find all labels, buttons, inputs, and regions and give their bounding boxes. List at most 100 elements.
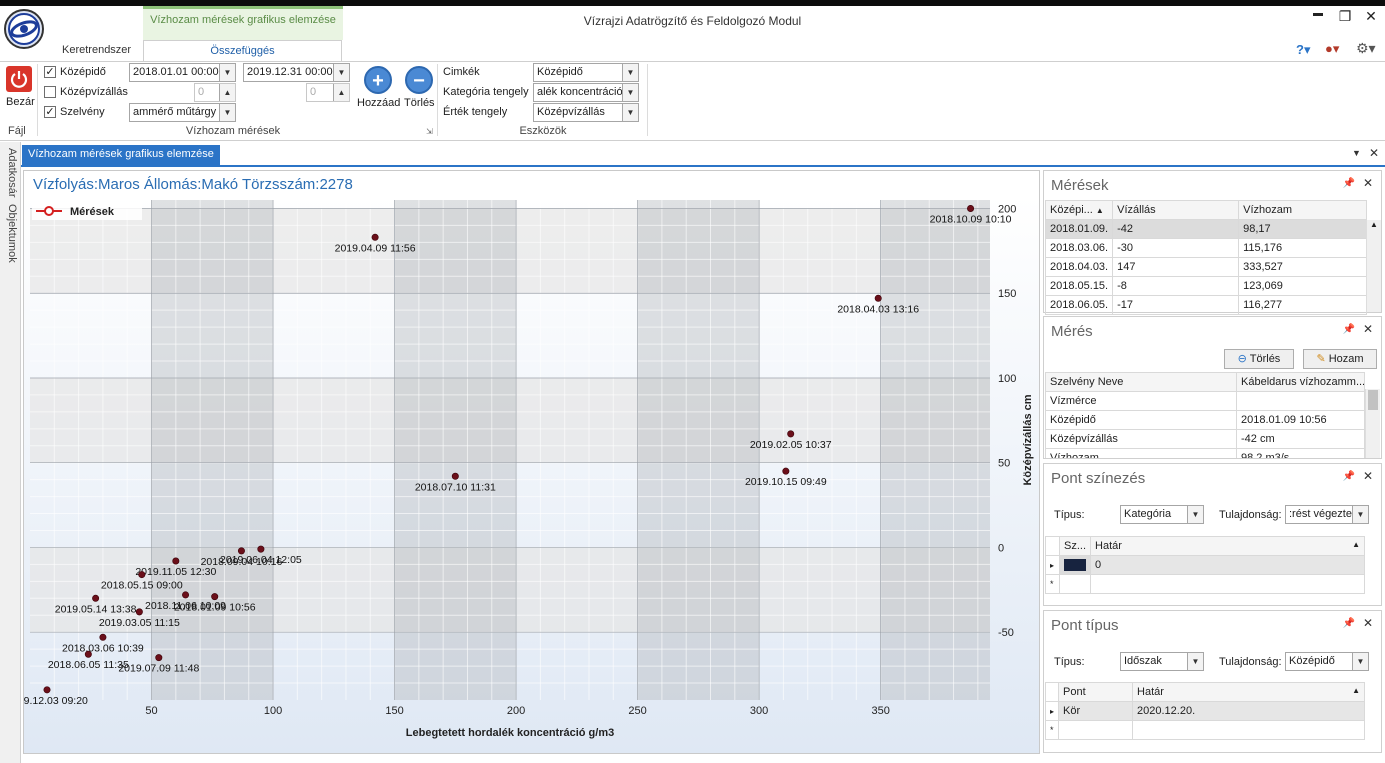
table-row[interactable]: 2018.05.15. -8 123,069: [1044, 276, 1367, 296]
chevron-down-icon[interactable]: ▼: [1352, 653, 1368, 670]
stepper-icon[interactable]: ▲: [333, 84, 349, 101]
kozepido-from-picker[interactable]: 2018.01.01 00:00 ▼: [129, 63, 236, 82]
table-row[interactable]: 2018.03.06. -30 115,176: [1044, 238, 1367, 258]
table-row[interactable]: *: [1045, 574, 1365, 594]
data-point[interactable]: [99, 633, 107, 641]
kozepido-to-picker[interactable]: 2019.12.31 00:00 ▼: [243, 63, 350, 82]
table-row[interactable]: 2018.04.03. 147 333,527: [1044, 257, 1367, 277]
table-row[interactable]: ▸ Kör 2020.12.20.: [1044, 701, 1365, 721]
pin-icon[interactable]: 📌: [1342, 324, 1355, 335]
column-header-kozepido[interactable]: Középi... ▲: [1044, 200, 1114, 220]
kategoria-select[interactable]: alék koncentráció ▼: [533, 83, 639, 102]
column-header-pont[interactable]: Pont: [1058, 682, 1134, 702]
table-row[interactable]: Vízhozam 98,2 m3/s: [1045, 448, 1365, 458]
data-point[interactable]: [172, 557, 180, 565]
close-button[interactable]: ✕: [1365, 8, 1377, 24]
kozepido-checkbox[interactable]: ✓: [44, 66, 56, 78]
column-header-vizhozam[interactable]: Vízhozam: [1238, 200, 1367, 220]
data-point[interactable]: [155, 654, 163, 662]
data-point[interactable]: [874, 294, 882, 302]
kozepvizallas-to-input[interactable]: 0 ▲: [306, 83, 350, 102]
group-launcher-icon[interactable]: ⇲: [426, 127, 433, 136]
gear-icon[interactable]: ⚙▾: [1356, 40, 1376, 56]
meresek-scrollbar[interactable]: ▲: [1366, 220, 1381, 312]
data-point[interactable]: [135, 608, 143, 616]
data-point[interactable]: [371, 233, 379, 241]
color-cell[interactable]: [1058, 555, 1092, 575]
scroll-up-icon[interactable]: ▲: [1370, 220, 1378, 229]
tab-osszefugges[interactable]: Összefüggés: [143, 40, 342, 62]
data-point[interactable]: [782, 467, 790, 475]
user-icon[interactable]: ●▾: [1325, 41, 1340, 56]
table-row[interactable]: ▸ 0: [1045, 555, 1365, 575]
chevron-down-icon[interactable]: ▼: [1352, 506, 1368, 523]
stepper-icon[interactable]: ▲: [219, 84, 235, 101]
cell[interactable]: [1132, 720, 1365, 740]
table-row[interactable]: *: [1044, 720, 1365, 740]
table-row[interactable]: 2018.06.05. -17 116,277: [1044, 295, 1367, 315]
chevron-down-icon[interactable]: ▼: [219, 64, 235, 81]
scatter-chart[interactable]: 50 100 150 200 250 300 350 -50 0 50 100 150 200 Lebeg…: [24, 196, 1039, 753]
data-point[interactable]: [182, 591, 190, 599]
data-point[interactable]: [967, 204, 975, 212]
column-header-szin[interactable]: Sz...: [1058, 536, 1092, 556]
table-row[interactable]: 2018.01.09. -42 98,17: [1044, 219, 1367, 239]
close-icon[interactable]: ✕: [1362, 322, 1373, 336]
data-point[interactable]: [237, 547, 245, 555]
data-point[interactable]: [211, 593, 219, 601]
table-row[interactable]: Középidő 2018.01.09 10:56: [1045, 410, 1365, 430]
data-point[interactable]: [84, 650, 92, 658]
chevron-down-icon[interactable]: ▼: [1187, 653, 1203, 670]
pin-icon[interactable]: 📌: [1342, 178, 1355, 189]
chevron-down-icon[interactable]: ▼: [622, 64, 638, 81]
scroll-thumb[interactable]: [1368, 390, 1378, 410]
data-point[interactable]: [92, 594, 100, 602]
document-tab[interactable]: Vízhozam mérések grafikus elemzése: [22, 145, 220, 165]
rail-item-objektumok[interactable]: Objektumok: [6, 204, 18, 263]
szelveny-select[interactable]: ammérő műtárgy ▼: [129, 103, 236, 122]
tab-close-icon[interactable]: ✕: [1369, 146, 1380, 160]
pin-icon[interactable]: 📌: [1342, 618, 1355, 629]
rail-item-adatkosar[interactable]: Adatkosár: [6, 148, 18, 198]
chevron-down-icon[interactable]: ▼: [333, 64, 349, 81]
table-row[interactable]: Szelvény Neve Kábeldarus vízhozamm...: [1045, 372, 1365, 392]
minimize-button[interactable]: ▬: [1313, 8, 1323, 19]
ertek-select[interactable]: Középvízállás ▼: [533, 103, 639, 122]
close-icon[interactable]: ✕: [1362, 469, 1373, 483]
data-point[interactable]: [787, 430, 795, 438]
table-row[interactable]: Középvízállás -42 cm: [1045, 429, 1365, 449]
app-logo-icon[interactable]: [4, 9, 44, 49]
data-point[interactable]: [451, 472, 459, 480]
meres-scrollbar[interactable]: [1365, 389, 1380, 458]
cell[interactable]: [1058, 720, 1134, 740]
delete-button[interactable]: −: [405, 66, 433, 94]
table-row[interactable]: Vízmérce: [1045, 391, 1365, 411]
data-point[interactable]: [43, 686, 51, 694]
szinezes-tipus-select[interactable]: Kategória ▼: [1120, 505, 1204, 524]
help-icon[interactable]: ?▾: [1296, 42, 1311, 57]
close-icon[interactable]: ✕: [1362, 616, 1373, 630]
meres-delete-button[interactable]: ⊖ Törlés: [1224, 349, 1294, 369]
tipus-tipus-select[interactable]: Időszak ▼: [1120, 652, 1204, 671]
chevron-down-icon[interactable]: ▼: [622, 84, 638, 101]
pin-icon[interactable]: 📌: [1342, 471, 1355, 482]
column-header-hatar[interactable]: Határ ▲: [1090, 536, 1365, 556]
cell[interactable]: [1090, 574, 1365, 594]
szinezes-tulajdonsag-select[interactable]: :rést végezte ▼: [1285, 505, 1369, 524]
kozepvizallas-checkbox[interactable]: [44, 86, 56, 98]
close-icon[interactable]: ✕: [1362, 176, 1373, 190]
column-header-hatar[interactable]: Határ ▲: [1132, 682, 1365, 702]
cell[interactable]: [1058, 574, 1092, 594]
close-app-button[interactable]: [6, 66, 32, 92]
chevron-down-icon[interactable]: ▼: [1187, 506, 1203, 523]
szelveny-checkbox[interactable]: ✓: [44, 106, 56, 118]
data-point[interactable]: [138, 571, 146, 579]
chevron-down-icon[interactable]: ▼: [622, 104, 638, 121]
meres-hozam-button[interactable]: ✎ Hozam: [1303, 349, 1377, 369]
tipus-tulajdonsag-select[interactable]: Középidő ▼: [1285, 652, 1369, 671]
data-point[interactable]: [257, 545, 265, 553]
maximize-button[interactable]: ❐: [1338, 8, 1352, 24]
tab-keretrendszer[interactable]: Keretrendszer: [62, 44, 132, 56]
kozepvizallas-from-input[interactable]: 0 ▲: [194, 83, 236, 102]
add-button[interactable]: +: [364, 66, 392, 94]
